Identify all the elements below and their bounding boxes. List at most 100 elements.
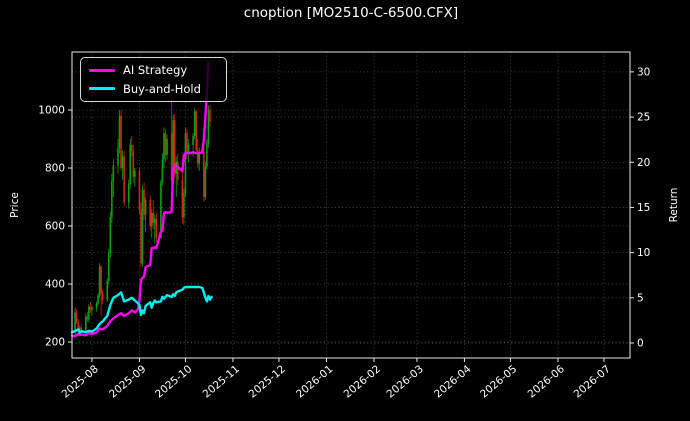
candle <box>123 150 125 207</box>
candle <box>140 202 142 268</box>
candle-body <box>109 217 112 254</box>
right-axis-tick-label: 30 <box>637 66 650 78</box>
legend-item-buy-and-hold: Buy-and-Hold <box>89 82 218 96</box>
candle <box>164 128 167 163</box>
candle <box>95 301 98 312</box>
candle-body <box>123 156 125 203</box>
grid-layer <box>72 52 630 358</box>
candle <box>112 159 115 198</box>
candle-body <box>98 266 101 296</box>
candle-body <box>88 306 90 320</box>
candle-body <box>86 316 89 320</box>
candle-body <box>206 143 208 167</box>
x-axis-tick-label: 2026-07 <box>572 363 613 400</box>
candle-body <box>101 293 104 300</box>
candle <box>130 136 133 157</box>
candle <box>209 105 211 128</box>
candle <box>175 156 178 198</box>
candle <box>153 214 156 244</box>
candle-body <box>117 147 119 166</box>
candle <box>109 211 112 258</box>
left-axis-tick-label: 200 <box>45 337 65 349</box>
candle-body <box>163 133 165 160</box>
candle-body <box>89 306 92 311</box>
candle <box>86 311 89 322</box>
left-axis-tick-label: 1000 <box>38 105 65 117</box>
candle-body <box>91 307 93 311</box>
candle <box>150 208 153 238</box>
candle-body <box>97 295 99 304</box>
candle-body <box>140 210 142 264</box>
candle <box>207 105 210 148</box>
candle <box>149 195 151 231</box>
legend-label: Buy-and-Hold <box>123 81 201 96</box>
candle <box>195 110 197 154</box>
candle-body <box>149 199 151 227</box>
candle <box>84 313 87 332</box>
right-axis-tick-label: 5 <box>637 292 644 304</box>
candle <box>129 139 132 189</box>
x-axis-tick-label: 2026-05 <box>478 363 519 400</box>
candle-body <box>207 110 210 144</box>
candle <box>127 179 130 209</box>
candle <box>98 263 101 298</box>
candle-body <box>77 322 79 329</box>
candle <box>181 168 184 224</box>
candle <box>166 134 168 160</box>
candle-body <box>166 139 168 155</box>
candle <box>204 162 207 200</box>
candle-body <box>144 199 147 215</box>
candle <box>187 139 190 163</box>
candle <box>198 147 201 171</box>
right-axis-label: Return <box>668 187 680 223</box>
candle <box>134 168 136 187</box>
candle-body <box>193 111 196 137</box>
x-axis-tick-label: 2026-04 <box>432 363 474 401</box>
candle <box>141 185 144 267</box>
candle-body <box>176 162 179 180</box>
candle <box>89 302 92 314</box>
candle-body <box>204 166 207 198</box>
candle-body <box>198 152 201 164</box>
right-axis-tick-label: 25 <box>637 112 650 124</box>
candle <box>186 128 188 160</box>
candle <box>155 212 158 242</box>
candle-body <box>195 111 197 151</box>
candle-body <box>84 316 87 331</box>
x-axis-tick-label: 2025-10 <box>153 363 194 400</box>
right-axis-tick-label: 15 <box>637 202 650 214</box>
candle <box>176 153 179 186</box>
candle <box>118 110 121 154</box>
candle-body <box>196 150 199 164</box>
candle-body <box>129 144 132 184</box>
buy-and-hold-line-swatch <box>89 87 115 91</box>
candle <box>183 188 185 225</box>
candle-body <box>173 120 176 174</box>
candle <box>91 305 93 316</box>
candle-body <box>100 266 102 294</box>
candle <box>152 199 155 229</box>
candle <box>121 150 124 180</box>
candle-body <box>134 170 136 177</box>
candle-body <box>121 156 124 169</box>
x-axis-tick-label: 2025-08 <box>60 363 101 400</box>
candle-body <box>184 133 187 193</box>
candle <box>193 108 196 140</box>
candle-body <box>143 189 145 215</box>
candle <box>120 110 122 171</box>
x-axis-tick-label: 2026-02 <box>342 363 383 400</box>
candle <box>184 127 187 198</box>
candle-body <box>192 136 194 145</box>
right-axis-tick-label: 10 <box>637 247 650 259</box>
candle-body <box>170 133 173 182</box>
candle <box>170 94 173 186</box>
candle-body <box>161 159 164 183</box>
candle <box>160 179 162 240</box>
candle <box>117 139 119 174</box>
candle-body <box>155 218 158 238</box>
candle-body <box>183 192 185 218</box>
candle <box>97 293 99 306</box>
candle-body <box>118 115 121 148</box>
